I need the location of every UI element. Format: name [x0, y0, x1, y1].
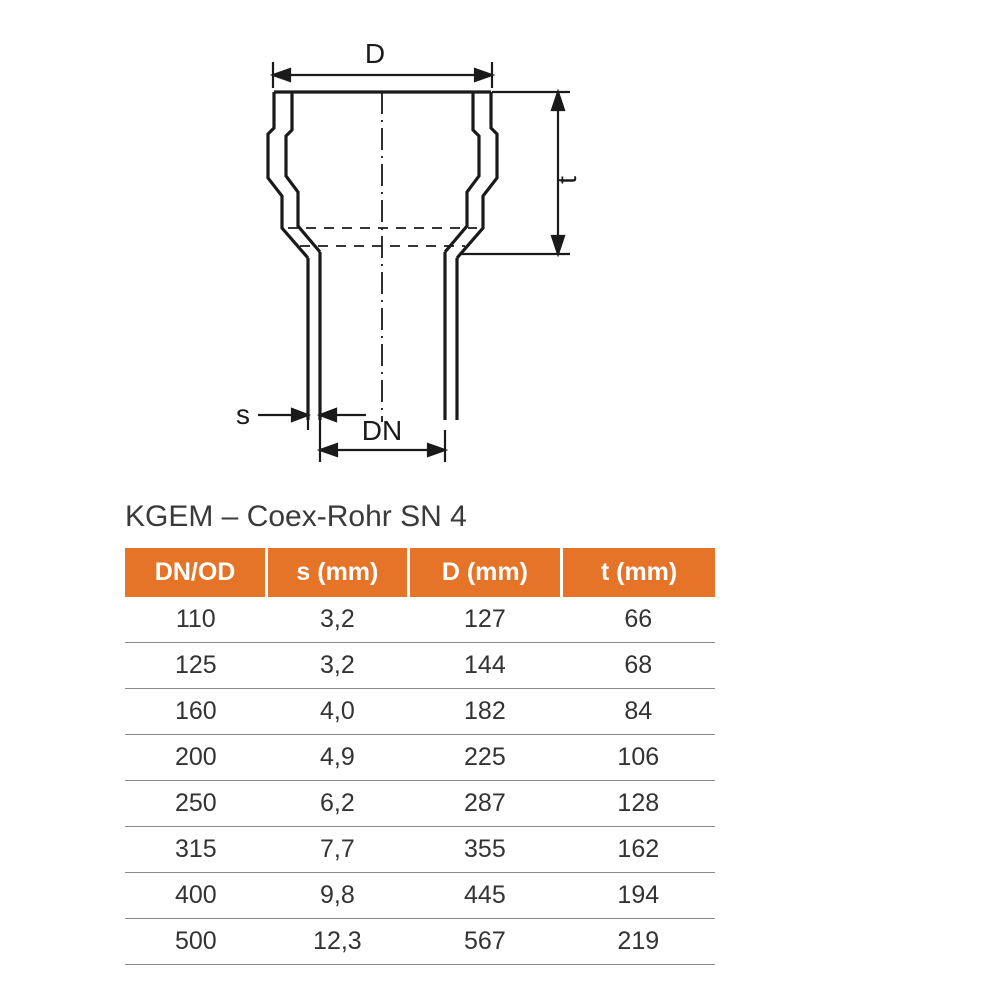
table-cell: 68: [562, 643, 715, 689]
table-cell: 3,2: [267, 597, 409, 643]
table-header-row: DN/OD s (mm) D (mm) t (mm): [125, 548, 715, 597]
label-t: t: [551, 176, 582, 184]
table-row: 4009,8445194: [125, 873, 715, 919]
table-row: 2506,2287128: [125, 781, 715, 827]
table-cell: 144: [408, 643, 561, 689]
table-cell: 182: [408, 689, 561, 735]
table-cell: 567: [408, 919, 561, 965]
table-cell: 125: [125, 643, 267, 689]
table-cell: 84: [562, 689, 715, 735]
table-cell: 110: [125, 597, 267, 643]
table-cell: 12,3: [267, 919, 409, 965]
table-row: 50012,3567219: [125, 919, 715, 965]
spec-table: DN/OD s (mm) D (mm) t (mm) 1103,21276612…: [125, 548, 715, 965]
table-cell: 106: [562, 735, 715, 781]
table-cell: 128: [562, 781, 715, 827]
table-cell: 66: [562, 597, 715, 643]
table-cell: 315: [125, 827, 267, 873]
label-s: s: [236, 399, 250, 430]
table-cell: 250: [125, 781, 267, 827]
table-cell: 127: [408, 597, 561, 643]
table-cell: 355: [408, 827, 561, 873]
table-cell: 287: [408, 781, 561, 827]
table-row: 1604,018284: [125, 689, 715, 735]
table-cell: 225: [408, 735, 561, 781]
table-cell: 3,2: [267, 643, 409, 689]
table-row: 2004,9225106: [125, 735, 715, 781]
table-cell: 194: [562, 873, 715, 919]
table-cell: 445: [408, 873, 561, 919]
table-cell: 4,9: [267, 735, 409, 781]
table-row: 1253,214468: [125, 643, 715, 689]
col-header: DN/OD: [125, 548, 267, 597]
table-cell: 200: [125, 735, 267, 781]
table-cell: 4,0: [267, 689, 409, 735]
table-cell: 162: [562, 827, 715, 873]
table-row: 3157,7355162: [125, 827, 715, 873]
table-cell: 6,2: [267, 781, 409, 827]
col-header: D (mm): [408, 548, 561, 597]
pipe-diagram: D: [170, 30, 670, 470]
table-cell: 400: [125, 873, 267, 919]
table-cell: 160: [125, 689, 267, 735]
label-D: D: [365, 38, 385, 69]
table-cell: 7,7: [267, 827, 409, 873]
table-cell: 9,8: [267, 873, 409, 919]
table-title: KGEM – Coex-Rohr SN 4: [125, 500, 467, 534]
table-cell: 219: [562, 919, 715, 965]
table-row: 1103,212766: [125, 597, 715, 643]
table-cell: 500: [125, 919, 267, 965]
label-DN: DN: [362, 415, 402, 446]
col-header: s (mm): [267, 548, 409, 597]
col-header: t (mm): [562, 548, 715, 597]
